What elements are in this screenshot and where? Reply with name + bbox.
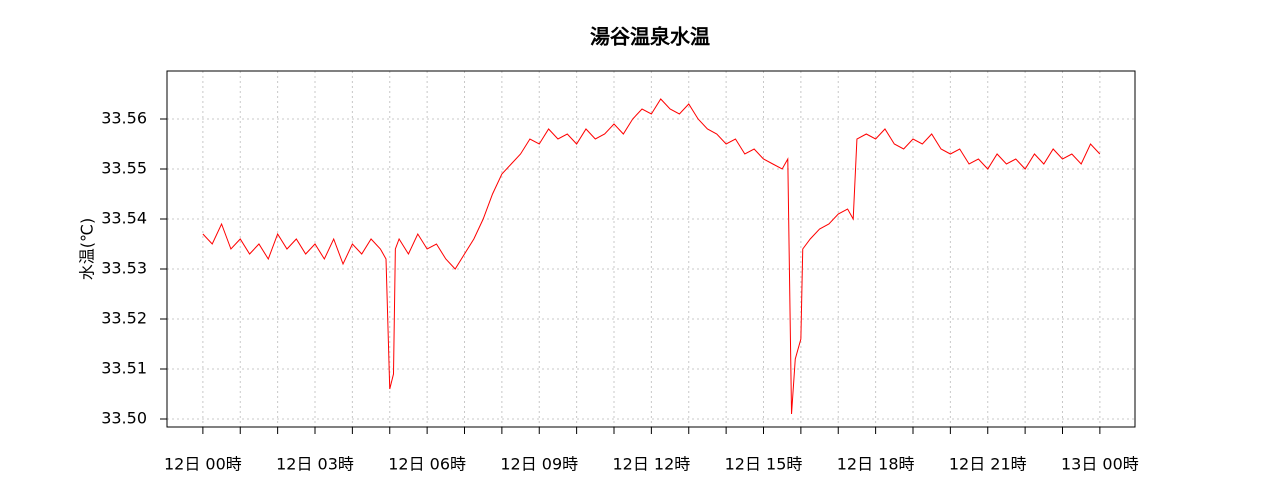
y-tick-label: 33.50 <box>101 409 147 428</box>
x-tick-label: 12日 18時 <box>837 455 915 474</box>
y-tick-label: 33.56 <box>101 109 147 128</box>
x-tick-label: 12日 06時 <box>388 455 466 474</box>
data-line <box>202 98 1101 415</box>
y-axis-label: 水温(℃) <box>78 218 97 280</box>
chart-title: 湯谷温泉水温 <box>590 25 710 49</box>
y-tick-label: 33.54 <box>101 209 147 228</box>
x-tick-label: 13日 00時 <box>1061 455 1139 474</box>
plot-frame <box>166 70 1136 428</box>
x-tick-label: 12日 15時 <box>725 455 803 474</box>
y-tick-label: 33.55 <box>101 159 147 178</box>
y-tick-label: 33.52 <box>101 309 147 328</box>
x-tick-label: 12日 09時 <box>500 455 578 474</box>
x-tick-label: 12日 00時 <box>164 455 242 474</box>
x-tick-label: 12日 12時 <box>612 455 690 474</box>
x-tick-label: 12日 21時 <box>949 455 1027 474</box>
x-tick-label: 12日 03時 <box>276 455 354 474</box>
y-tick-label: 33.51 <box>101 359 147 378</box>
y-tick-label: 33.53 <box>101 259 147 278</box>
